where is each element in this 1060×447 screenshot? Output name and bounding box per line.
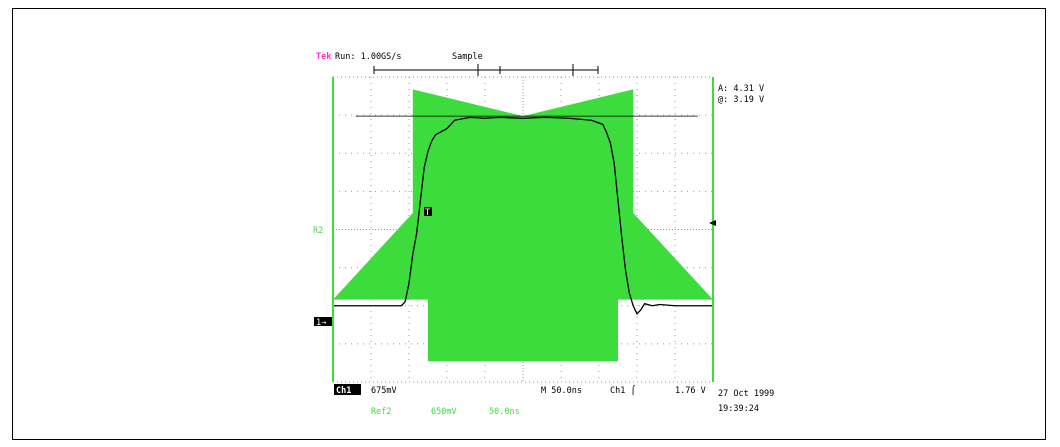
ch1-ground-marker-box xyxy=(314,317,332,326)
trigger-point-marker: T xyxy=(425,208,430,218)
run-status: Run: 1.00GS/s xyxy=(335,52,402,62)
waveform-trace xyxy=(333,116,713,315)
timebase-readout: M 50.0ns xyxy=(541,386,582,396)
channel-tag-box xyxy=(334,384,361,395)
cursor-a-readout: A: 4.31 V xyxy=(718,84,764,94)
ref-tag: Ref2 xyxy=(371,407,391,417)
acquisition-mode: Sample xyxy=(452,52,483,62)
trace-layer xyxy=(333,115,713,315)
date-stamp: 27 Oct 1999 xyxy=(718,389,774,399)
ref-scale: 650mV xyxy=(431,407,457,417)
channel-tag: Ch1 xyxy=(336,386,351,396)
trigger-level: 1.76 V xyxy=(675,386,706,396)
ch1-ground-marker: 1→ xyxy=(316,318,326,328)
plot-area xyxy=(332,76,714,383)
channel-scale: 675mV xyxy=(371,386,397,396)
brand-label: Tek xyxy=(316,52,331,62)
trigger-point-box xyxy=(424,207,432,216)
ref-timebase: 50.0ns xyxy=(489,407,520,417)
trigger-level-arrow-icon xyxy=(709,220,716,226)
cursor-b-readout: @: 3.19 V xyxy=(718,95,764,105)
trigger-source: Ch1 ⌠ xyxy=(610,385,636,396)
ref-marker: R2 xyxy=(313,226,323,236)
time-stamp: 19:39:24 xyxy=(718,404,759,414)
horizontal-position-bar xyxy=(373,64,599,76)
